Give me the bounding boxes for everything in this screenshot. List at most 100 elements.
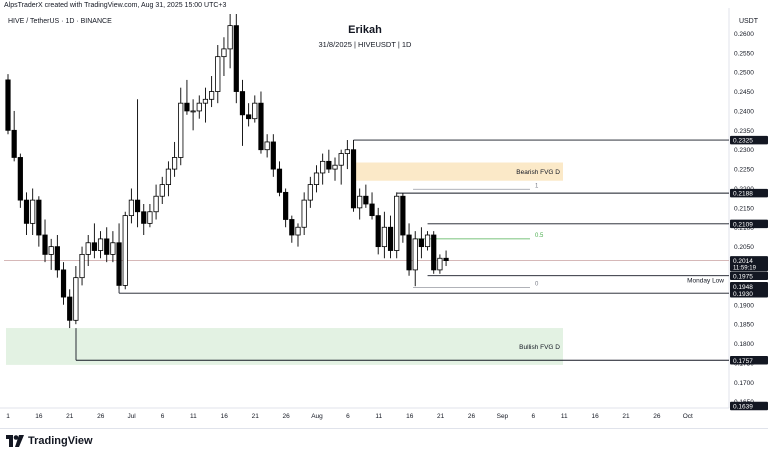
y-tick-label: 0.2300: [734, 147, 754, 154]
candle-body: [381, 226, 387, 248]
x-tick-label: Sep: [497, 413, 509, 420]
candle-body: [159, 184, 165, 197]
candle-body: [246, 114, 252, 120]
candle-body: [79, 253, 85, 279]
candle-body: [227, 25, 233, 50]
x-tick-label: 11: [190, 413, 197, 420]
candle-body: [357, 195, 363, 209]
y-tick-label: 0.2500: [734, 70, 754, 77]
y-tick-label: 0.1900: [734, 302, 754, 309]
candle-body: [437, 257, 443, 271]
candle-body: [295, 226, 301, 236]
tradingview-logo-icon: [6, 435, 24, 447]
candle-body: [233, 25, 239, 92]
candle-body: [5, 79, 11, 131]
x-tick-label: Aug: [311, 413, 323, 420]
fib-level-label: 1: [535, 183, 539, 189]
price-tag-countdown: 11:59:19: [733, 266, 757, 272]
candle-body: [23, 199, 30, 224]
candle-body: [178, 102, 184, 158]
y-tick-label: 0.2050: [734, 244, 754, 251]
candle-body: [202, 98, 209, 104]
price-tag-label: 0.2014: [733, 258, 753, 265]
candle-body: [276, 168, 283, 193]
price-tag-label: 0.2188: [733, 191, 753, 198]
candle-body: [85, 242, 91, 255]
brand-name: TradingView: [28, 435, 93, 447]
candle-body: [184, 102, 190, 112]
x-tick-label: 1: [6, 413, 10, 420]
currency-label: USDT: [738, 18, 758, 25]
x-tick-label: 6: [531, 413, 535, 420]
candle-body: [350, 149, 357, 209]
x-tick-label: 26: [97, 413, 105, 420]
candle-body: [258, 102, 264, 151]
candle-body: [11, 129, 17, 158]
candle-body: [264, 141, 270, 151]
price-tag-bg: [730, 188, 768, 198]
price-tag-bg: [730, 135, 768, 145]
candle-body: [165, 168, 172, 186]
chart-title: Erikah: [348, 24, 382, 36]
x-tick-label: 6: [161, 413, 165, 420]
x-tick-label: 21: [437, 413, 445, 420]
y-tick-label: 0.2550: [734, 50, 754, 57]
price-tag-bg: [730, 356, 768, 365]
candle-body: [91, 242, 97, 251]
candle-body: [400, 195, 406, 236]
y-tick-label: 0.2150: [734, 205, 754, 212]
y-tick-label: 0.2400: [734, 108, 754, 115]
candle-body: [252, 102, 258, 120]
price-tag-label: 0.2325: [733, 138, 753, 145]
y-tick-label: 0.1700: [734, 380, 754, 387]
candle-body: [147, 211, 153, 224]
x-tick-label: Oct: [683, 413, 693, 420]
price-tag-bg: [730, 219, 768, 229]
fib-level-label: 0.5: [535, 233, 544, 239]
candle-body: [209, 91, 215, 100]
x-tick-label: 6: [346, 413, 350, 420]
x-tick-label: 26: [653, 413, 661, 420]
x-tick-label: 16: [221, 413, 229, 420]
candle-body: [418, 238, 424, 248]
candle-body: [171, 157, 178, 170]
candle-body: [128, 199, 134, 217]
candle-body: [289, 219, 295, 236]
candle-body: [42, 234, 48, 255]
y-tick-label: 0.1800: [734, 341, 754, 348]
candle-body: [17, 157, 23, 201]
candle-body: [431, 234, 437, 271]
x-tick-label: 26: [468, 413, 476, 420]
fvg-zone-label: Bearish FVG D: [516, 169, 560, 176]
tradingview-logo[interactable]: TradingView: [6, 435, 93, 447]
y-tick-label: 0.2100: [734, 225, 754, 232]
price-tag-label: 0.2109: [733, 221, 753, 228]
price-tag-label: 0.1757: [733, 358, 753, 365]
price-tag-label: 0.1948: [733, 284, 753, 291]
y-tick-label: 0.2450: [734, 89, 754, 96]
x-tick-label: Jul: [127, 413, 136, 420]
fvg-zone-label: Bullish FVG D: [519, 344, 560, 351]
price-tag-bg: [730, 256, 768, 272]
y-tick-label: 0.1850: [734, 322, 754, 329]
candle-body: [60, 269, 67, 298]
chart-subtitle: 31/8/2025 | HIVEUSDT | 1D: [318, 40, 412, 49]
candle-body: [338, 153, 344, 166]
y-tick-label: 0.2350: [734, 128, 754, 135]
candle-body: [215, 56, 221, 92]
candle-body: [412, 238, 418, 271]
candle-body: [122, 215, 128, 286]
candle-body: [110, 242, 116, 255]
candle-body: [270, 141, 276, 170]
x-tick-label: 21: [622, 413, 630, 420]
y-tick-label: 0.2600: [734, 31, 754, 38]
candle-body: [30, 199, 36, 224]
level-label: Monday Low: [687, 278, 724, 285]
candle-body: [239, 91, 246, 116]
candle-body: [363, 195, 369, 205]
candle-body: [394, 195, 400, 251]
candle-body: [320, 160, 326, 174]
price-chart[interactable]: Bearish FVG D Bullish FVG D Monday Low 1 0.5…: [0, 0, 768, 428]
fvg-zone-bearish: [351, 162, 563, 181]
price-tag-bg: [730, 281, 768, 291]
